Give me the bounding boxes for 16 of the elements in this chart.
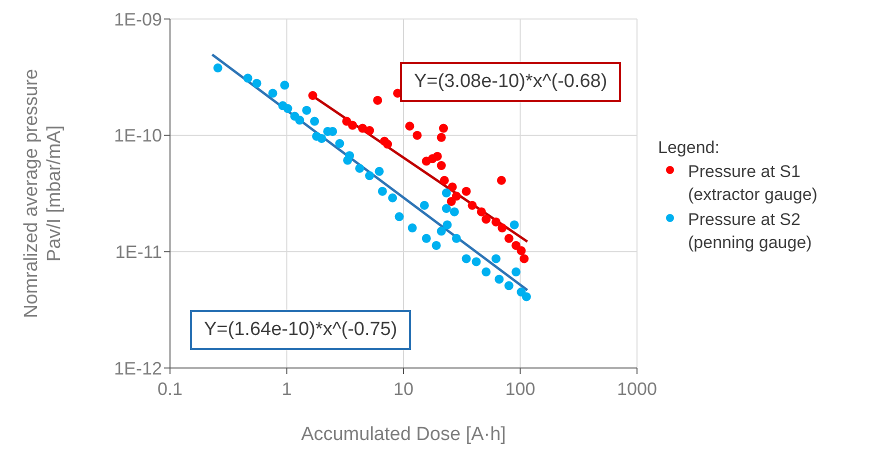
y-tick-label: 1E-09	[114, 9, 162, 30]
x-tick-label: 1000	[616, 378, 658, 399]
y-tick-label: 1E-10	[114, 126, 162, 146]
x-axis-title: Accumulated Dose [A·h]	[301, 424, 506, 445]
x-tick-label: 1	[282, 378, 292, 399]
annotation: Y=(3.08e-10)*x^(-0.68)	[400, 62, 622, 102]
legend-label: Pressure at S2 (penning gauge)	[688, 209, 813, 254]
x-tick-label: 0.1	[157, 378, 183, 399]
y-tick-label: 1E-12	[114, 358, 162, 378]
x-tick-label: 100	[505, 378, 536, 399]
annotation: Y=(1.64e-10)*x^(-0.75)	[190, 310, 412, 350]
y-axis-title: Nomralized average pressure Pav/I [mbar/mA]	[21, 68, 65, 318]
legend-label: Pressure at S1 (extractor gauge)	[688, 161, 818, 206]
x-tick-label: 10	[393, 378, 414, 399]
y-tick-label: 1E-11	[115, 242, 162, 262]
legend-title: Legend:	[658, 138, 720, 158]
